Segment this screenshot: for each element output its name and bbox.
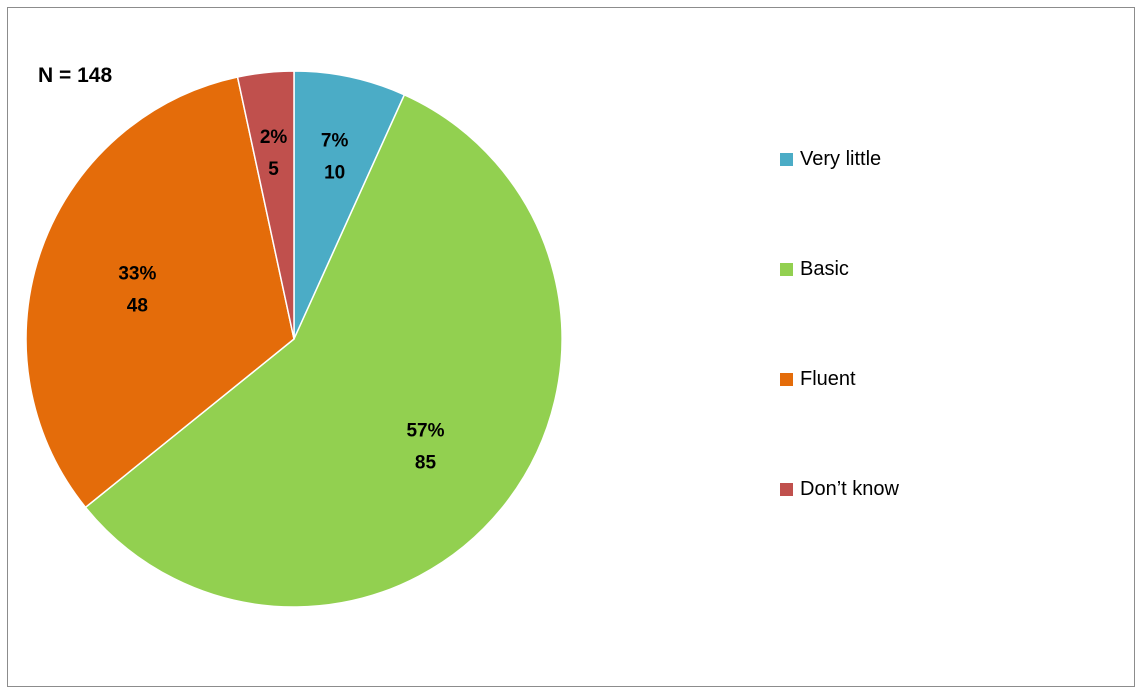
slice-count-label: 10 [324,162,345,183]
slice-percent-label: 57% [406,421,444,442]
legend-label: Basic [800,258,849,280]
legend-item-very-little: Very little [780,148,881,171]
legend-swatch [780,373,793,386]
slice-count-label: 5 [268,159,279,180]
legend-item-dont-know: Don’t know [780,478,899,501]
legend-label: Don’t know [800,478,899,500]
pie-slice-fluent [25,76,295,509]
legend-label: Fluent [800,368,856,390]
legend-swatch [780,153,793,166]
legend-swatch [780,263,793,276]
legend-label: Very little [800,148,882,170]
legend-swatch [780,483,793,496]
slice-count-label: 85 [415,453,437,474]
sample-size-annotation: N = 148 [38,64,113,87]
pie-slice-very-little [293,70,406,340]
legend-item-basic: Basic [780,258,849,281]
slice-percent-label: 7% [321,130,349,151]
pie-slice-basic [84,93,563,608]
pie-slice-don-t-know [236,70,295,340]
slice-count-label: 48 [127,296,148,317]
slice-percent-label: 33% [118,264,156,285]
slice-percent-label: 2% [260,127,288,148]
legend-item-fluent: Fluent [780,368,856,391]
